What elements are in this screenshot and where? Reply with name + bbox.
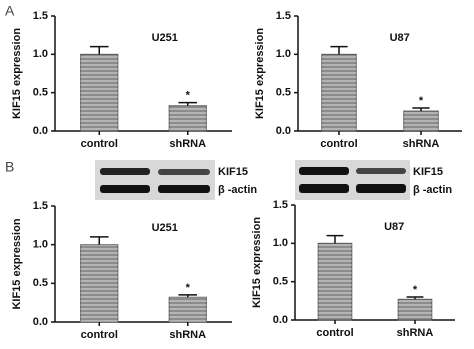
blot-label: KIF15 [413, 166, 443, 178]
y-tick-label: 0.5 [276, 87, 291, 99]
x-tick-label: shRNA [403, 138, 440, 150]
blot-image [95, 160, 215, 200]
y-tick-label: 1.0 [273, 237, 288, 249]
y-tick-label: 1.0 [33, 239, 48, 251]
bar-texture [398, 299, 432, 320]
chart-title: U251 [152, 32, 178, 44]
error-bar [412, 107, 430, 112]
y-tick-label: 1.0 [33, 48, 48, 60]
error-bar [178, 294, 198, 298]
y-axis-label: KIF15 expression [254, 28, 266, 119]
significance-mark: * [186, 90, 191, 102]
chart-title: U87 [384, 221, 404, 233]
y-tick-label: 0.5 [33, 87, 48, 99]
x-tick-label: shRNA [169, 138, 206, 150]
significance-mark: * [186, 282, 191, 294]
bar-texture [169, 297, 207, 322]
bar-texture [80, 54, 118, 132]
blot-image [295, 160, 410, 200]
y-tick-label: 1.5 [33, 200, 48, 212]
y-axis-label: KIF15 expression [11, 28, 23, 119]
x-tick-label: control [81, 329, 118, 341]
panel-label: B [5, 159, 14, 175]
blot-label: β -actin [218, 184, 257, 196]
error-bar [89, 45, 109, 55]
blot-label: β -actin [413, 184, 452, 196]
panel-label: A [5, 3, 15, 19]
y-tick-label: 0.5 [33, 277, 48, 289]
x-tick-label: control [316, 327, 353, 339]
bar-texture [169, 105, 207, 131]
y-tick-label: 0.0 [273, 314, 288, 326]
y-tick-label: 1.5 [33, 10, 48, 22]
x-tick-label: control [320, 138, 357, 150]
y-tick-label: 0.5 [273, 276, 288, 288]
error-bar [406, 296, 424, 300]
chart-title: U87 [390, 32, 410, 44]
y-tick-label: 0.0 [33, 125, 48, 137]
error-bar [89, 236, 109, 245]
y-axis-label: KIF15 expression [11, 218, 23, 309]
x-tick-label: shRNA [397, 327, 434, 339]
x-tick-label: shRNA [169, 329, 206, 341]
y-tick-label: 1.5 [276, 10, 291, 22]
error-bar [330, 45, 348, 55]
bar-texture [80, 244, 118, 322]
bar-texture [403, 111, 439, 131]
blot-label: KIF15 [218, 166, 248, 178]
bar-texture [321, 54, 357, 132]
y-tick-label: 0.0 [276, 125, 291, 137]
chart-title: U251 [152, 222, 178, 234]
significance-mark: * [419, 95, 424, 107]
y-tick-label: 0.0 [33, 316, 48, 328]
y-axis-label: KIF15 expression [251, 217, 263, 308]
bar-texture [318, 243, 352, 320]
error-bar [326, 234, 344, 244]
y-tick-label: 1.5 [273, 199, 288, 211]
x-tick-label: control [81, 138, 118, 150]
y-tick-label: 1.0 [276, 48, 291, 60]
significance-mark: * [413, 284, 418, 296]
error-bar [178, 101, 198, 106]
